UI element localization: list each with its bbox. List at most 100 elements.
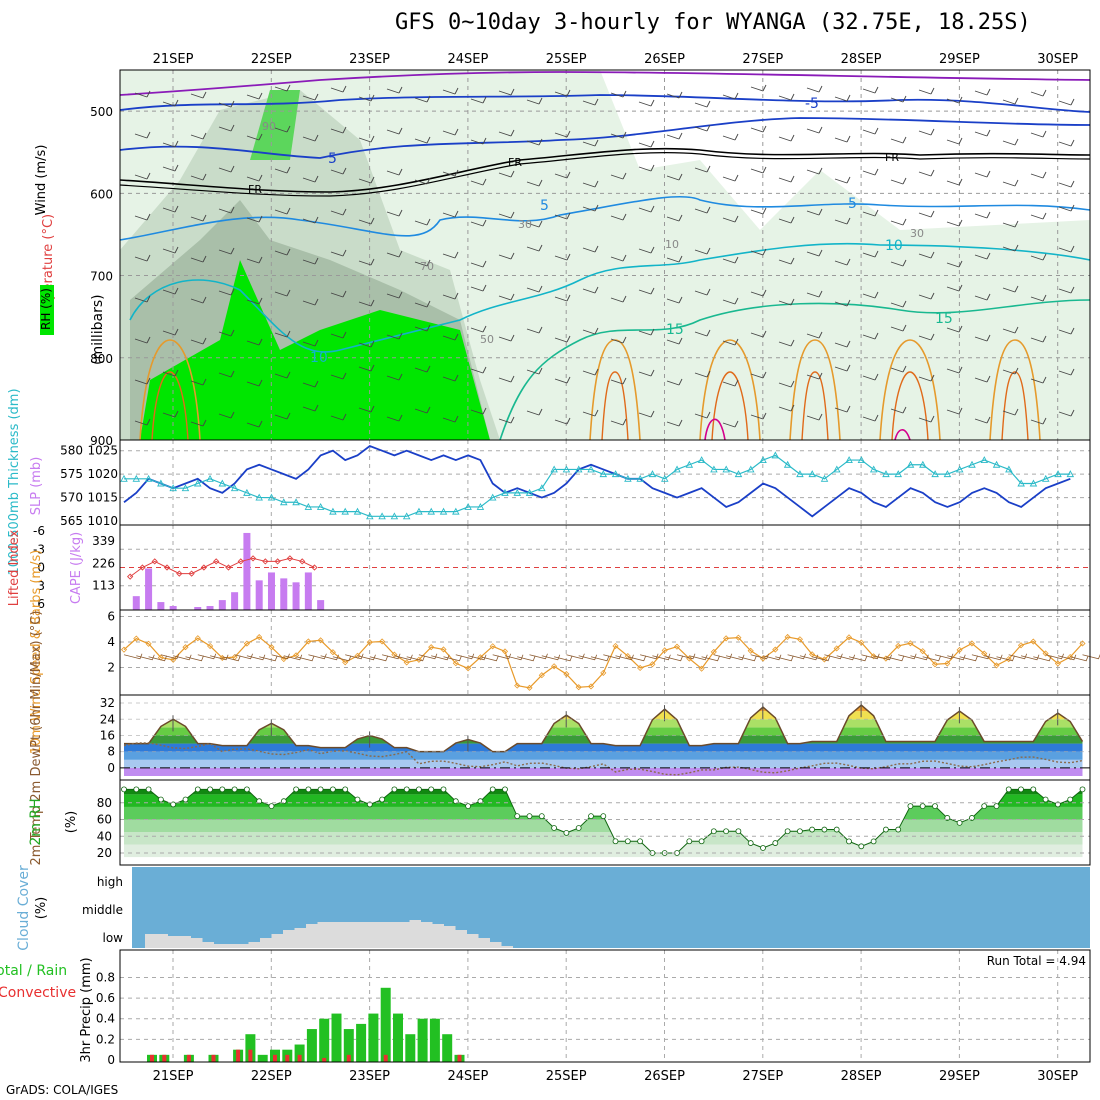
upper-wind-barb — [134, 295, 151, 303]
thickness-point — [280, 498, 288, 506]
upper-wind-barb — [974, 252, 991, 260]
contour-orange — [989, 339, 1041, 441]
pressure-tick-label: 500 — [90, 105, 113, 119]
upper-wind-barb — [218, 206, 235, 214]
thickness-point — [501, 488, 509, 496]
upper-wind-barb — [274, 289, 291, 297]
upper-wind-barb — [1030, 335, 1047, 343]
upper-wind-barb — [526, 326, 543, 334]
upper-wind-barb — [470, 325, 487, 333]
thickness-point — [636, 474, 644, 482]
upper-wind-barb — [666, 173, 683, 181]
wind-point — [821, 656, 828, 663]
bottom-date-label: 21SEP — [153, 1069, 194, 1084]
contour-magenta — [894, 429, 911, 441]
upper-wind-barb — [1002, 408, 1019, 416]
upper-wind-barb — [946, 325, 963, 333]
upper-wind-barb — [946, 219, 963, 227]
upper-wind-barb — [1002, 367, 1019, 375]
upper-wind-barb — [358, 340, 375, 348]
temp-tick-label: 24 — [100, 712, 115, 726]
temp-tick-label: 0 — [107, 761, 115, 775]
cape-bar — [218, 600, 226, 610]
upper-wind-barb — [722, 256, 739, 264]
credit-text: GrADS: COLA/IGES — [6, 1083, 119, 1097]
upper-wind-barb — [274, 248, 291, 256]
rh-point — [637, 838, 643, 845]
cloud-low-bar — [501, 946, 513, 948]
wind-point — [379, 638, 386, 645]
upper-wind-barb — [162, 140, 179, 148]
thickness-point — [415, 507, 423, 515]
upper-wind-barb — [974, 170, 991, 178]
upper-wind-barb — [610, 131, 627, 139]
wind-point — [858, 639, 865, 646]
rh-tick-label: 60 — [97, 813, 112, 827]
slp-axis-label: SLP (mb) — [29, 457, 44, 516]
upper-wind-barb — [862, 332, 879, 340]
cloud-low-bar — [363, 922, 375, 948]
upper-wind-barb — [666, 337, 683, 345]
thickness-point — [1029, 479, 1038, 487]
upper-wind-barb — [1002, 244, 1019, 252]
upper-wind-barb — [162, 369, 179, 377]
upper-wind-barb — [750, 125, 767, 133]
upper-wind-barb — [946, 407, 963, 415]
thickness-series-line — [124, 454, 1071, 517]
upper-wind-barb — [582, 204, 599, 212]
thickness-point — [710, 465, 718, 473]
cloud-level-label: middle — [82, 903, 123, 917]
wind-barb — [984, 654, 1003, 661]
contour-label: 50 — [480, 333, 494, 346]
thickness-point — [390, 512, 399, 520]
upper-wind-barb — [190, 132, 207, 140]
contour-orange — [789, 339, 841, 441]
upper-wind-barb — [806, 372, 823, 380]
rh-point — [182, 796, 189, 803]
upper-wind-barb — [1002, 138, 1019, 146]
upper-wind-barb — [638, 140, 655, 148]
cape-bar — [194, 607, 202, 610]
li-tick-label: 3 — [37, 579, 45, 593]
upper-wind-barb — [1058, 204, 1075, 212]
thickness-point — [525, 488, 534, 496]
thickness-point — [673, 465, 681, 473]
upper-wind-barb — [526, 244, 543, 252]
conv-bar — [285, 1054, 290, 1062]
contour-darkorange — [801, 371, 829, 441]
temp-series-line — [124, 704, 1084, 753]
precip-tick-label: 0.4 — [96, 1012, 115, 1026]
upper-wind-barb — [722, 338, 739, 346]
contour-freezing-2 — [119, 152, 1091, 197]
wind-barb — [873, 654, 892, 661]
upper-air-panel: -5 5 5 5 10 15 15 10 FR FR FR 30 50 70 90 10 30 — [119, 70, 1091, 441]
rh-point — [797, 828, 803, 835]
upper-wind-barb — [302, 298, 319, 306]
upper-wind-barb — [582, 327, 599, 335]
wind-point — [207, 642, 214, 650]
upper-wind-barb — [666, 296, 683, 304]
thickness-point — [943, 470, 952, 478]
conv-bar — [383, 1054, 388, 1062]
precip-tick-label: 0.8 — [96, 970, 115, 984]
upper-wind-barb — [638, 99, 655, 107]
thickness-point — [624, 474, 632, 482]
upper-wind-barb — [302, 134, 319, 142]
upper-wind-barb — [666, 255, 683, 263]
cloud-low-bar — [260, 938, 272, 948]
wind-barb — [652, 654, 671, 661]
upper-wind-barb — [330, 290, 347, 298]
wind-barb — [676, 653, 696, 660]
thickness-point — [157, 479, 165, 487]
wind-point — [919, 648, 926, 655]
thickness-point — [193, 479, 202, 487]
wind-barb — [750, 653, 770, 660]
upper-wind-barb — [750, 166, 767, 174]
thickness-point — [919, 460, 927, 468]
upper-wind-barb — [134, 131, 151, 139]
wind-point — [993, 662, 1000, 669]
upper-wind-barb — [330, 85, 347, 93]
cloud-low-bar — [375, 922, 387, 948]
upper-wind-barb — [498, 416, 515, 424]
